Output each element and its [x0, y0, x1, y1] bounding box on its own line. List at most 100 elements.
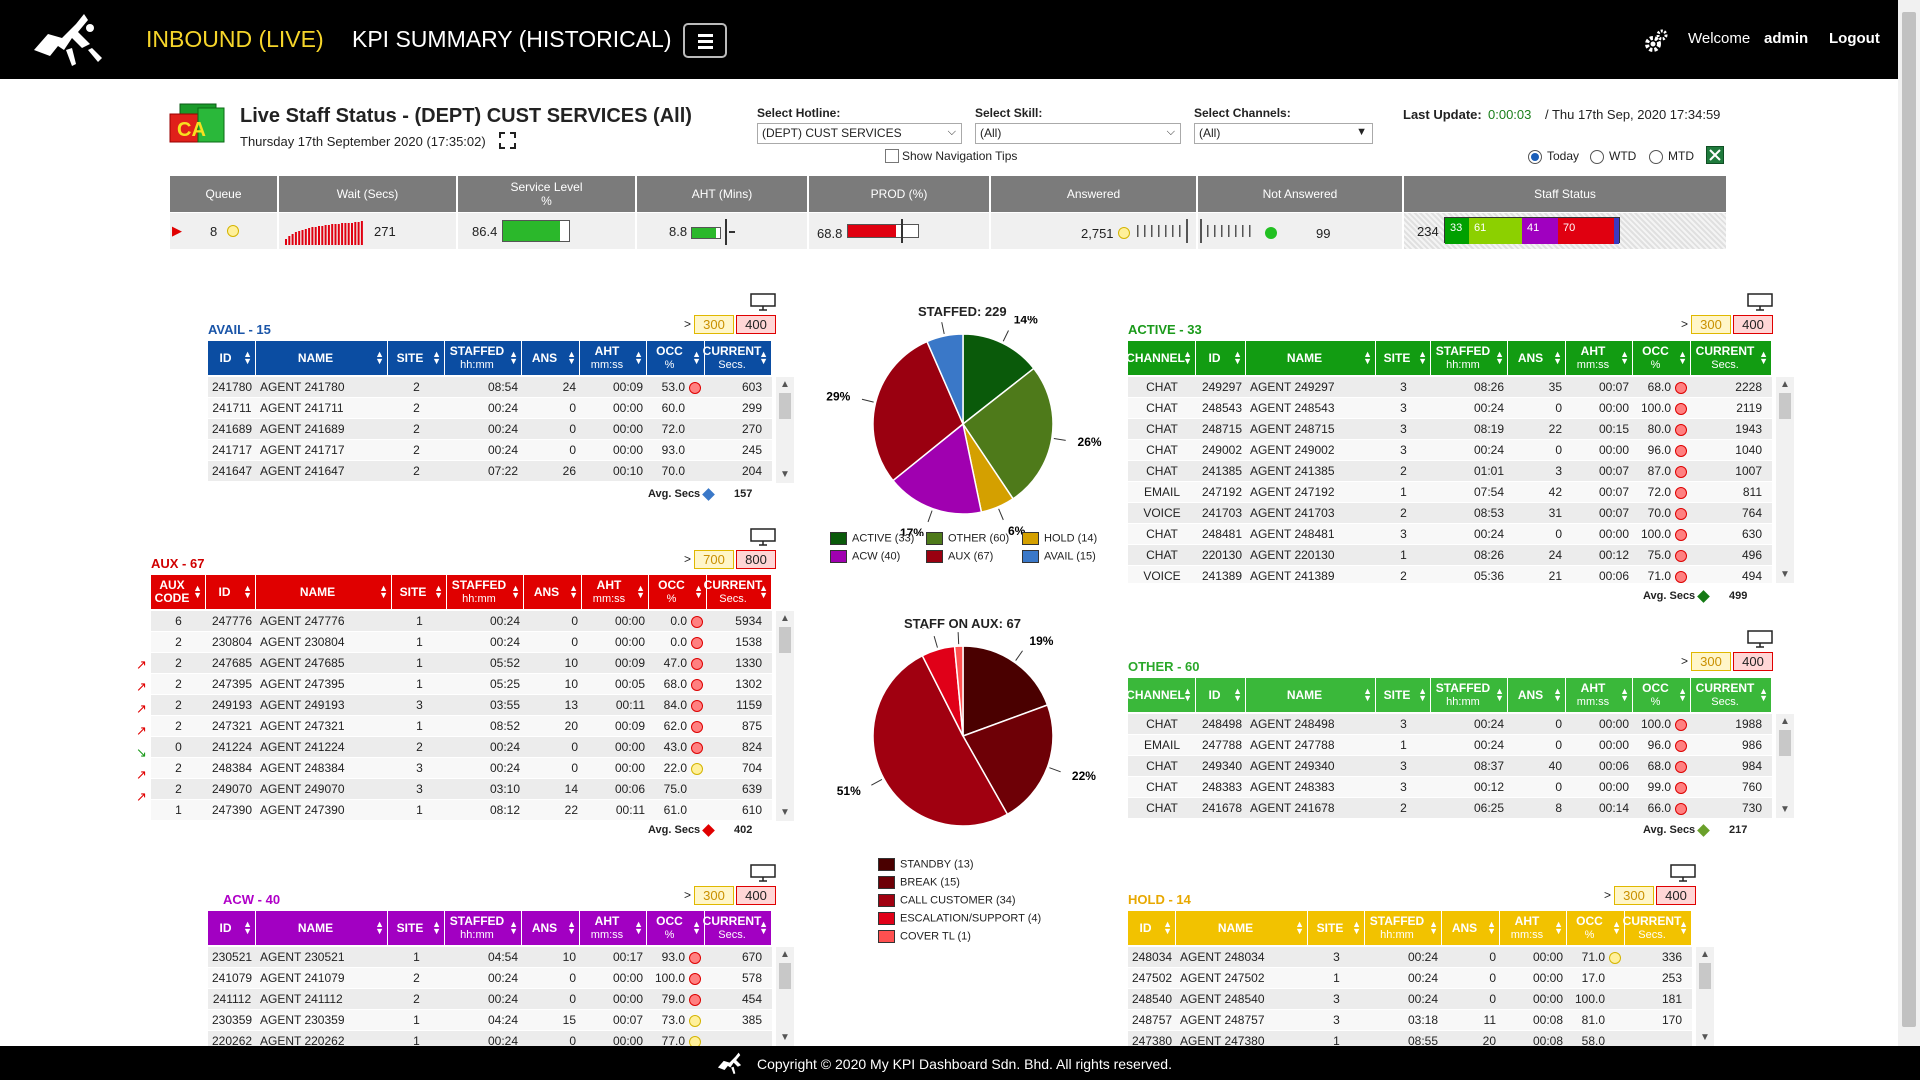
column-header[interactable]: CHANNEL ▲ ▼	[1126, 341, 1196, 375]
sort-icon[interactable]: ▲ ▼	[567, 919, 576, 936]
sort-icon[interactable]: ▲ ▼	[1554, 919, 1563, 936]
column-header[interactable]: NAME ▲ ▼	[1246, 341, 1376, 375]
column-header[interactable]: CURRENT Secs. ▲ ▼	[1691, 341, 1772, 375]
active-threshold-red[interactable]: 400	[1733, 315, 1773, 334]
sort-icon[interactable]: ▲ ▼	[759, 349, 768, 366]
table-row[interactable]: 220262 AGENT 220262 1 00:24 0 00:00 77.0	[208, 1031, 772, 1046]
table-row[interactable]: 241647 AGENT 241647 2 07:22 26 00:10 70.0 204	[208, 461, 772, 482]
scroll-up-icon[interactable]: ▲	[1780, 716, 1790, 727]
pie-slice[interactable]	[872, 654, 1009, 827]
aux-threshold-yellow[interactable]: 700	[694, 550, 734, 569]
column-header[interactable]: SITE ▲ ▼	[1376, 678, 1431, 712]
sort-icon[interactable]: ▲ ▼	[509, 349, 518, 366]
column-header[interactable]: OCC% ▲ ▼	[1567, 911, 1625, 945]
legend-item[interactable]: AUX (67)	[926, 550, 993, 563]
scroll-up-icon[interactable]: ▲	[780, 613, 790, 624]
table-row[interactable]: 2 247395 AGENT 247395 1 05:25 10 00:05 68.0 1302	[151, 674, 772, 695]
excel-export-icon[interactable]	[1706, 146, 1724, 164]
sort-icon[interactable]: ▲ ▼	[692, 349, 701, 366]
column-header[interactable]: ID ▲ ▼	[1128, 911, 1176, 945]
table-row[interactable]: 248757 AGENT 248757 3 03:18 11 00:08 81.0 170	[1128, 1010, 1692, 1031]
table-row[interactable]: CHAT 249340 AGENT 249340 3 08:37 40 00:06 68.0 9…	[1128, 756, 1772, 777]
logout-link[interactable]: Logout	[1829, 30, 1880, 47]
table-row[interactable]: 2 230804 AGENT 230804 1 00:24 0 00:00 0.0 1538	[151, 632, 772, 653]
sort-icon[interactable]: ▲ ▼	[636, 583, 645, 600]
pie-slice[interactable]	[962, 645, 1049, 738]
column-header[interactable]: STAFFED hh:mm ▲ ▼	[1431, 678, 1508, 712]
sort-icon[interactable]: ▲ ▼	[1363, 686, 1372, 703]
column-header[interactable]: SITE ▲ ▼	[1376, 341, 1431, 375]
hold-threshold-yellow[interactable]: 300	[1614, 886, 1654, 905]
scroll-up-icon[interactable]: ▲	[1780, 379, 1790, 390]
table-row[interactable]: VOICE 241389 AGENT 241389 2 05:36 21 00:06 71.0…	[1128, 566, 1772, 583]
table-row[interactable]: 247380 AGENT 247380 1 08:55 20 00:08 58.0	[1128, 1031, 1692, 1046]
nav-kpi-summary[interactable]: KPI SUMMARY (HISTORICAL)	[352, 26, 672, 52]
table-row[interactable]: 241079 AGENT 241079 2 00:24 0 00:00 100.0 578	[208, 968, 772, 989]
table-row[interactable]: 241717 AGENT 241717 2 00:24 0 00:00 93.0 245	[208, 440, 772, 461]
hold-threshold-red[interactable]: 400	[1656, 886, 1696, 905]
column-header[interactable]: STAFFED hh:mm ▲ ▼	[445, 911, 522, 945]
sort-icon[interactable]: ▲ ▼	[243, 349, 252, 366]
sort-icon[interactable]: ▲ ▼	[432, 349, 441, 366]
table-row[interactable]: EMAIL 247788 AGENT 247788 1 00:24 0 00:00 96.0 9…	[1128, 735, 1772, 756]
sort-icon[interactable]: ▲ ▼	[692, 919, 701, 936]
column-header[interactable]: ANS ▲ ▼	[522, 911, 580, 945]
scroll-down-icon[interactable]: ▼	[1700, 1032, 1710, 1043]
sort-icon[interactable]: ▲ ▼	[1183, 686, 1192, 703]
table-row[interactable]: 0 241224 AGENT 241224 2 00:24 0 00:00 43.0 824	[151, 737, 772, 758]
sort-icon[interactable]: ▲ ▼	[375, 349, 384, 366]
column-header[interactable]: SITE ▲ ▼	[1308, 911, 1365, 945]
column-header[interactable]: AHT mm:ss ▲ ▼	[582, 575, 649, 609]
table-row[interactable]: VOICE 241703 AGENT 241703 2 08:53 31 00:07 70.0…	[1128, 503, 1772, 524]
legend-item[interactable]: OTHER (60)	[926, 532, 1009, 545]
sort-icon[interactable]: ▲ ▼	[1620, 686, 1629, 703]
pie-slice[interactable]	[961, 704, 1054, 816]
sort-icon[interactable]: ▲ ▼	[1233, 686, 1242, 703]
sort-icon[interactable]: ▲ ▼	[634, 919, 643, 936]
sort-icon[interactable]: ▲ ▼	[1678, 686, 1687, 703]
pie-slice[interactable]	[962, 333, 1035, 426]
sort-icon[interactable]: ▲ ▼	[1759, 349, 1768, 366]
acw-threshold-red[interactable]: 400	[736, 886, 776, 905]
hold-table-scrollbar[interactable]: ▲ ▼	[1696, 947, 1714, 1046]
gear-icon[interactable]	[1642, 27, 1670, 55]
column-header[interactable]: ANS ▲ ▼	[522, 341, 580, 375]
column-header[interactable]: ANS ▲ ▼	[1442, 911, 1500, 945]
scroll-down-icon[interactable]: ▼	[1780, 804, 1790, 815]
table-row[interactable]: 241780 AGENT 241780 2 08:54 24 00:09 53.0 603	[208, 377, 772, 398]
column-header[interactable]: ID ▲ ▼	[206, 575, 256, 609]
active-table-scrollbar[interactable]: ▲ ▼	[1776, 377, 1794, 583]
sort-icon[interactable]: ▲ ▼	[1553, 349, 1562, 366]
sort-icon[interactable]: ▲ ▼	[1679, 919, 1688, 936]
sort-icon[interactable]: ▲ ▼	[1429, 919, 1438, 936]
table-row[interactable]: 1 247390 AGENT 247390 1 08:12 22 00:11 61.0 610	[151, 800, 772, 821]
avail-threshold-yellow[interactable]: 300	[694, 315, 734, 334]
table-row[interactable]: CHAT 220130 AGENT 220130 1 08:26 24 00:12 75.0 4…	[1128, 545, 1772, 566]
radio-today[interactable]	[1528, 150, 1542, 164]
legend-item[interactable]: ACW (40)	[830, 550, 900, 563]
radio-wtd[interactable]	[1590, 150, 1604, 164]
sort-icon[interactable]: ▲ ▼	[1418, 349, 1427, 366]
sort-icon[interactable]: ▲ ▼	[193, 583, 202, 600]
acw-threshold-yellow[interactable]: 300	[694, 886, 734, 905]
column-header[interactable]: STAFFED hh:mm ▲ ▼	[1365, 911, 1442, 945]
legend-item[interactable]: STANDBY (13)	[878, 858, 974, 871]
column-header[interactable]: AUX CODE ▲ ▼	[151, 575, 206, 609]
hamburger-menu-icon[interactable]	[683, 23, 727, 58]
legend-item[interactable]: ACTIVE (33)	[830, 532, 914, 545]
other-table-scrollbar[interactable]: ▲ ▼	[1776, 714, 1794, 818]
column-header[interactable]: AHT mm:ss ▲ ▼	[1500, 911, 1567, 945]
table-row[interactable]: 247502 AGENT 247502 1 00:24 0 00:00 17.0 253	[1128, 968, 1692, 989]
sort-icon[interactable]: ▲ ▼	[1487, 919, 1496, 936]
table-row[interactable]: CHAT 248481 AGENT 248481 3 00:24 0 00:00 100.0 6…	[1128, 524, 1772, 545]
sort-icon[interactable]: ▲ ▼	[432, 919, 441, 936]
table-row[interactable]: 6 247776 AGENT 247776 1 00:24 0 00:00 0.0 5934	[151, 611, 772, 632]
column-header[interactable]: CURRENT Secs. ▲ ▼	[1691, 678, 1772, 712]
legend-item[interactable]: COVER TL (1)	[878, 930, 971, 943]
column-header[interactable]: ANS ▲ ▼	[524, 575, 582, 609]
sort-icon[interactable]: ▲ ▼	[1295, 919, 1304, 936]
channels-select[interactable]: (All) ▼	[1194, 123, 1373, 144]
pie-slice[interactable]	[961, 367, 1054, 500]
column-header[interactable]: NAME ▲ ▼	[256, 341, 388, 375]
avail-table-scrollbar[interactable]: ▲ ▼	[776, 377, 794, 483]
